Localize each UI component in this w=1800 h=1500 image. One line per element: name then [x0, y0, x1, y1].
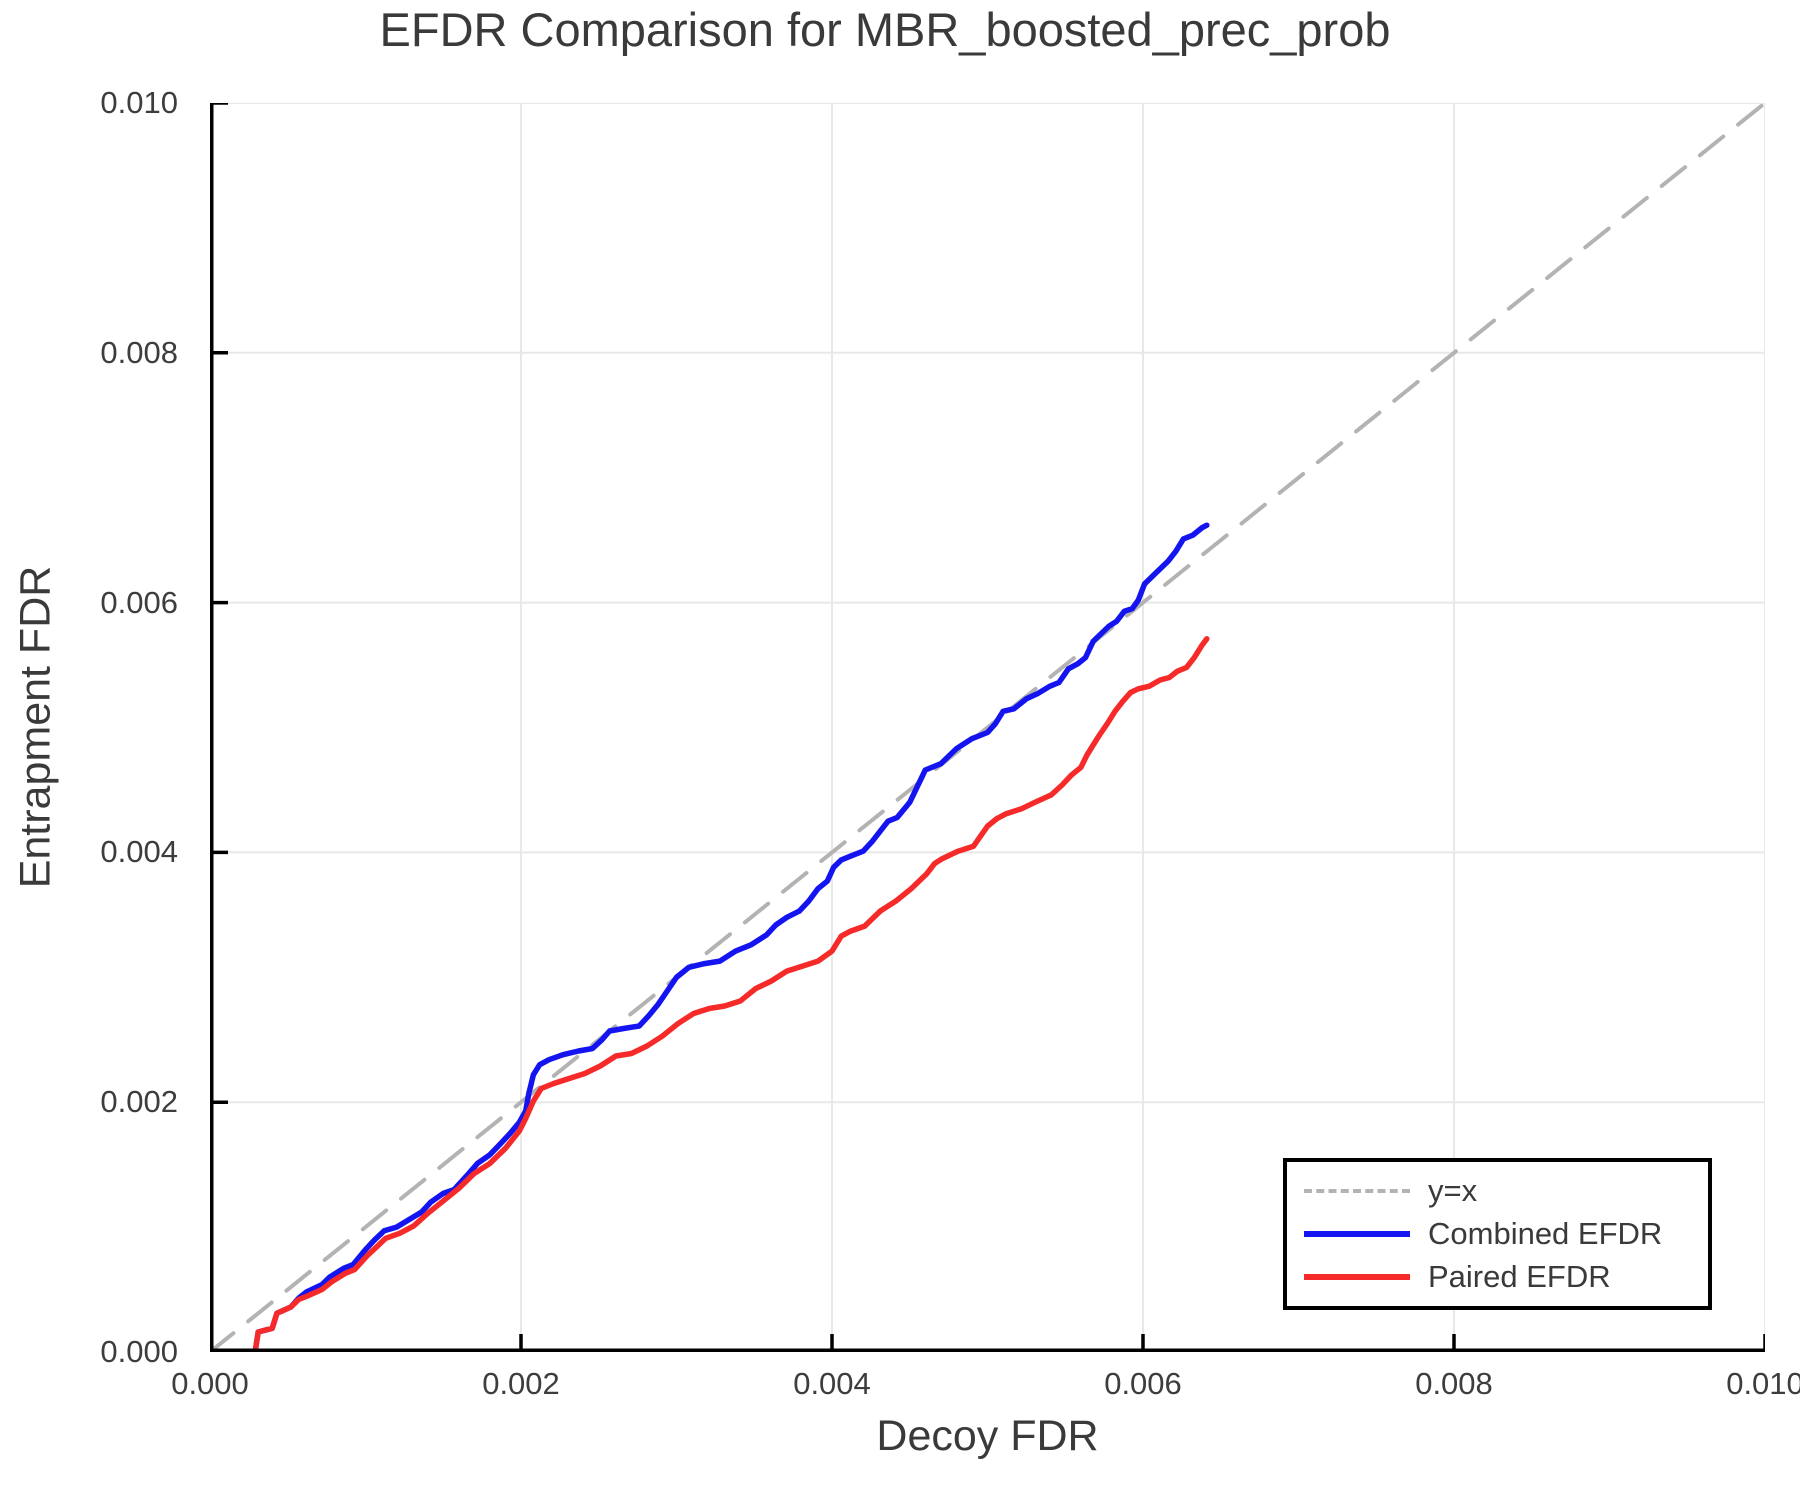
x-axis-label: Decoy FDR [876, 1412, 1099, 1460]
chart-title: EFDR Comparison for MBR_boosted_prec_pro… [379, 3, 1391, 56]
legend-swatch-yx-line [1304, 1189, 1410, 1193]
y-tick-label: 0.008 [100, 334, 178, 370]
x-tick-label: 0.004 [793, 1366, 871, 1401]
x-tick-label: 0.006 [1104, 1366, 1182, 1401]
y-tick-label: 0.000 [100, 1334, 178, 1369]
y-x-line [210, 103, 1765, 1352]
plot-area [210, 103, 1765, 1352]
legend-item: y=x [1304, 1173, 1708, 1209]
y-tick-label: 0.006 [100, 584, 178, 620]
legend-label: Paired EFDR [1428, 1259, 1611, 1294]
legend-item: Paired EFDR [1304, 1259, 1708, 1295]
legend: y=x Combined EFDR Paired EFDR [1283, 1158, 1712, 1310]
x-tick-label: 0.000 [171, 1366, 249, 1401]
x-tick-label: 0.010 [1726, 1366, 1800, 1401]
paired-efdr-line [210, 636, 1210, 1352]
x-tick-label: 0.008 [1415, 1366, 1493, 1401]
legend-label: y=x [1428, 1173, 1478, 1208]
legend-label: Combined EFDR [1428, 1216, 1663, 1251]
y-tick-label: 0.002 [100, 1084, 178, 1120]
y-axis-label: Entrapment FDR [11, 565, 60, 889]
legend-swatch-paired-efdr [1304, 1274, 1410, 1280]
x-tick-label: 0.002 [482, 1366, 560, 1401]
y-tick-label: 0.010 [100, 85, 178, 120]
combined-efdr-line [210, 522, 1210, 1352]
legend-swatch-combined-efdr [1304, 1231, 1410, 1237]
y-tick-label: 0.004 [100, 834, 178, 870]
legend-item: Combined EFDR [1304, 1216, 1708, 1252]
